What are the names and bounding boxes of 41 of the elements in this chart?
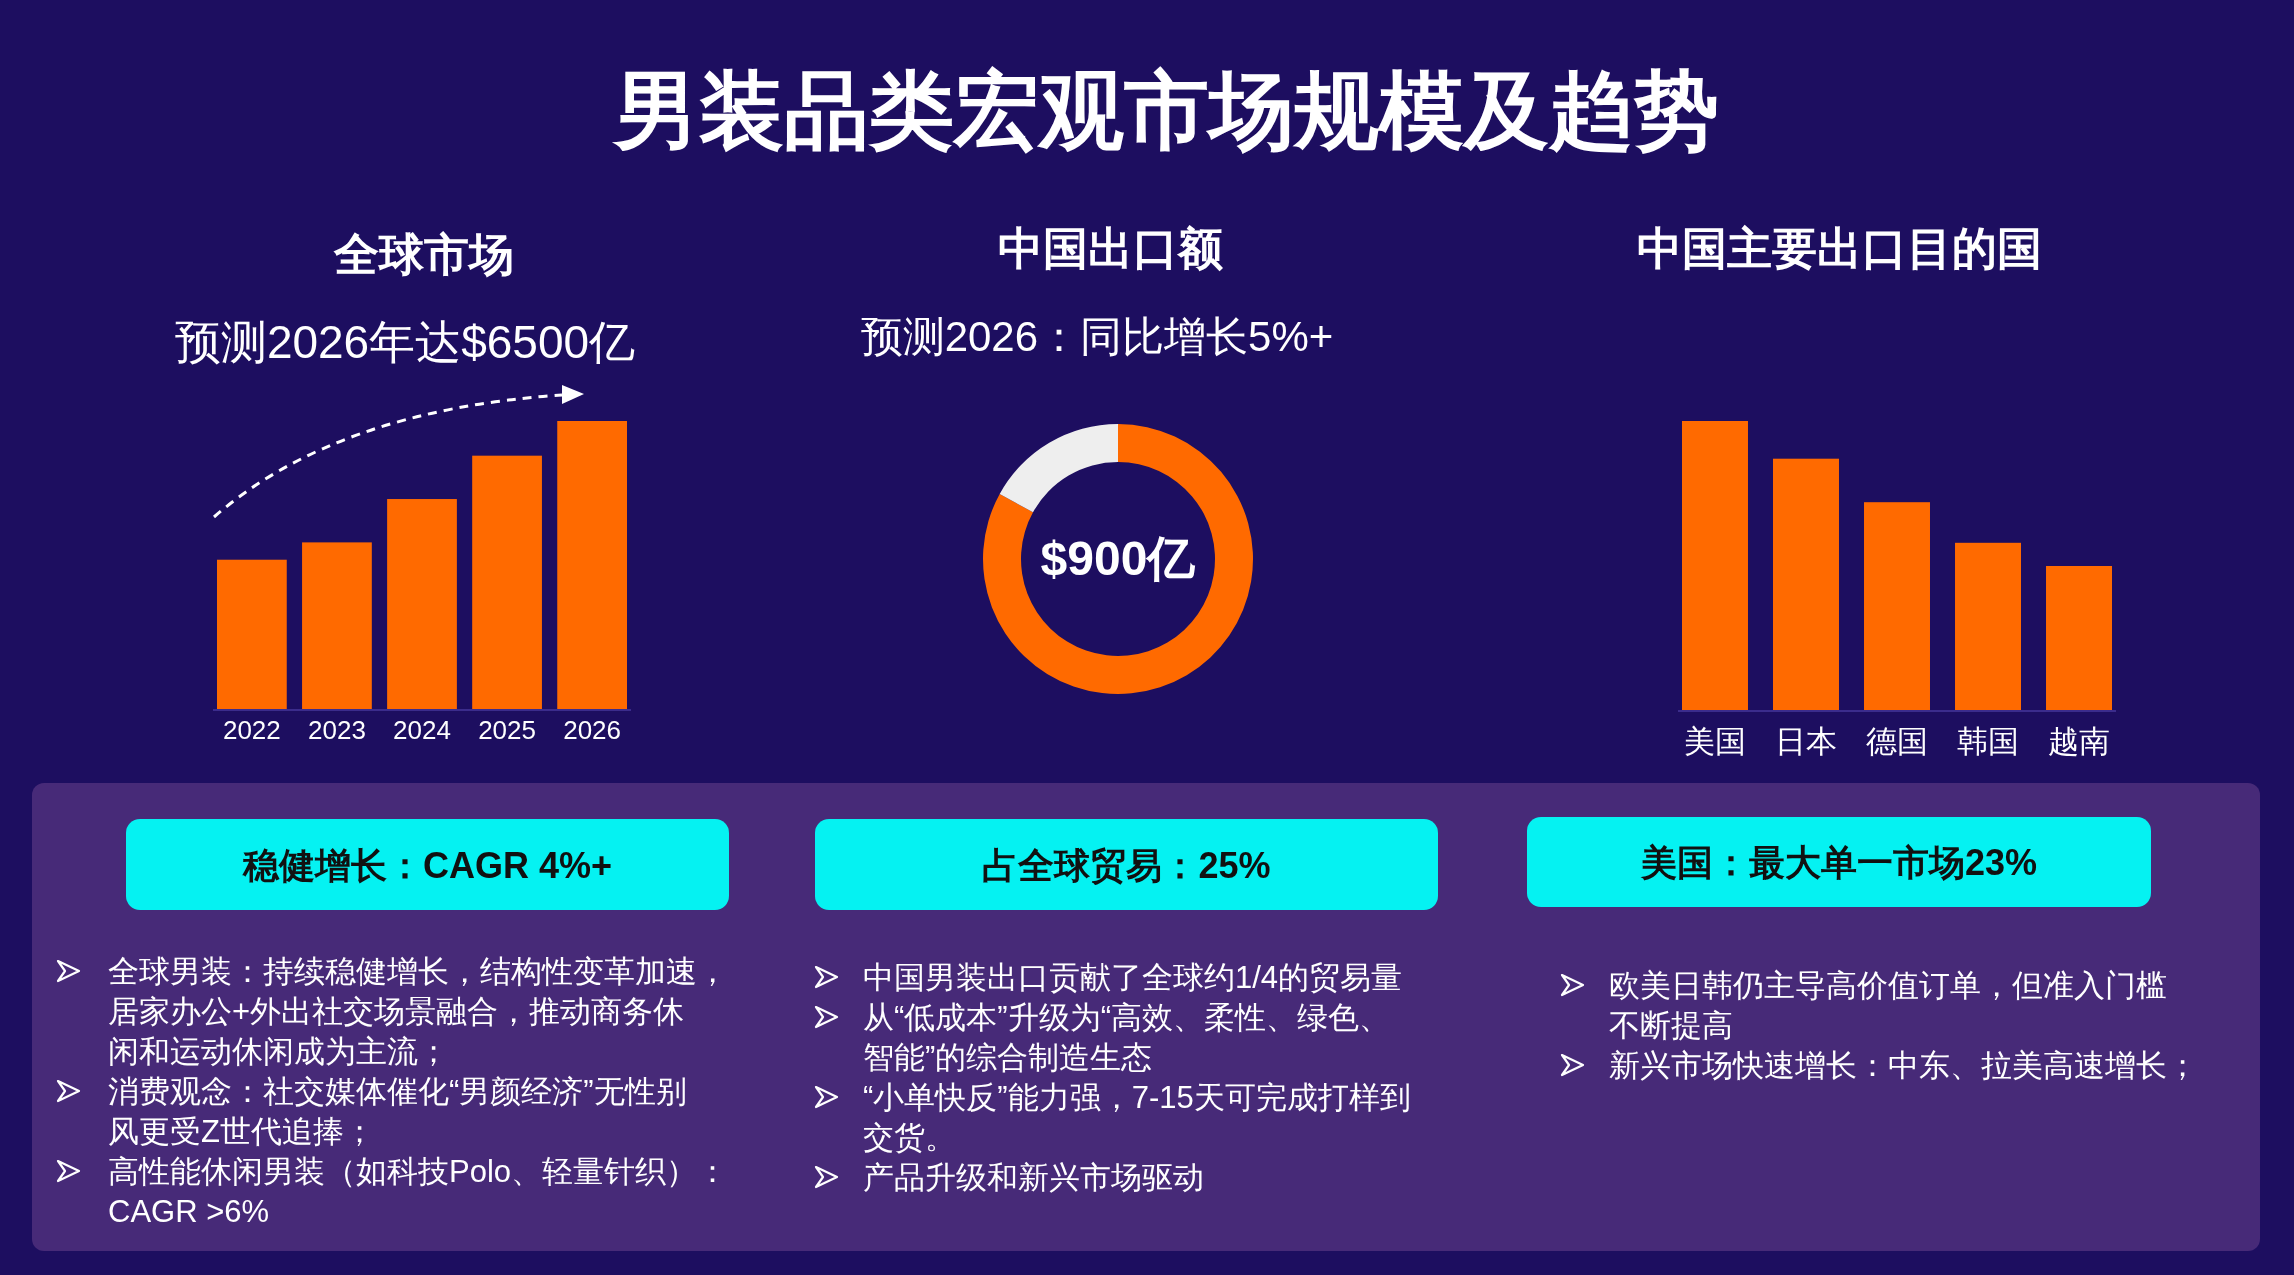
bar <box>1864 502 1930 711</box>
bar <box>2046 566 2112 711</box>
x-tick-label: 2026 <box>563 715 622 745</box>
text: $900亿 <box>1040 532 1197 585</box>
text: 消费观念：社交媒体催化“男颜经济”无性别风更受Z世代追捧； <box>108 1074 687 1149</box>
bar <box>1682 421 1748 711</box>
text: 产品升级和新兴市场驱动 <box>863 1160 1204 1195</box>
x-tick-label: 韩国 <box>1957 724 2020 759</box>
x-tick-label: 2025 <box>478 715 536 745</box>
chart-subtitle: 预测2026年达$6500亿 <box>174 316 636 368</box>
bar <box>557 421 627 710</box>
text: 美国：最大单一市场23% <box>1639 842 2038 883</box>
x-tick-label: 2023 <box>308 715 366 745</box>
text: 稳健增长：CAGR 4%+ <box>241 844 613 886</box>
text: 全球男装：持续稳健增长，结构性变革加速，居家办公+外出社交场景融合，推动商务休闲和运动休闲成为主流； <box>108 954 728 1069</box>
text: 欧美日韩仍主导高价值订单，但准入门槛不断提高 <box>1609 968 2167 1043</box>
bar <box>302 542 372 710</box>
x-tick-label: 美国 <box>1683 724 1746 759</box>
text: “小单快反”能力强，7-15天可完成打样到交货。 <box>863 1080 1411 1155</box>
x-tick-label: 德国 <box>1866 724 1928 759</box>
x-tick-label: 2024 <box>393 715 451 745</box>
text: 男装品类宏观市场规模及趋势 <box>610 63 1719 158</box>
text: 新兴市场快速增长：中东、拉美高速增长； <box>1609 1048 2198 1083</box>
chart-title: 全球市场 <box>333 229 514 280</box>
text: 中国男装出口贡献了全球约1/4的贸易量 <box>863 960 1403 995</box>
x-tick-label: 日本 <box>1774 724 1837 759</box>
bar <box>387 499 457 710</box>
x-tick-label: 越南 <box>2048 724 2111 759</box>
text: 从“低成本”升级为“高效、柔性、绿色、智能”的综合制造生态 <box>863 1000 1390 1075</box>
bar <box>472 455 542 710</box>
text: 高性能休闲男装（如科技Polo、轻量针织）：CAGR >6% <box>108 1154 729 1229</box>
donut-slice <box>983 424 1253 694</box>
bar <box>1955 542 2021 711</box>
chart-subtitle: 预测2026：同比增长5%+ <box>860 313 1334 360</box>
chart-title: 中国主要出口目的国 <box>1636 223 2042 274</box>
text: 占全球贸易：25% <box>982 844 1271 886</box>
bar <box>217 559 287 710</box>
donut-slice <box>999 424 1118 513</box>
chart-title: 中国出口额 <box>997 223 1223 274</box>
bar <box>1773 458 1839 711</box>
x-tick-label: 2022 <box>222 715 281 745</box>
